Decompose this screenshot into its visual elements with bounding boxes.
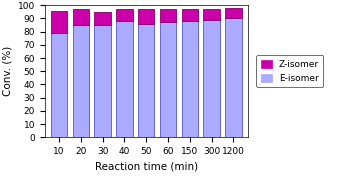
Bar [204, 20, 220, 137]
Bar [138, 24, 154, 137]
Bar [204, 9, 220, 20]
Bar [225, 18, 242, 137]
Bar [114, 137, 135, 139]
Bar [94, 12, 111, 25]
Bar [182, 9, 198, 21]
Bar [201, 137, 222, 139]
Bar [73, 9, 89, 25]
Bar [138, 9, 154, 24]
Bar [182, 21, 198, 137]
Bar [49, 137, 69, 139]
Legend: Z-isomer, E-isomer: Z-isomer, E-isomer [256, 55, 323, 87]
Bar [158, 137, 179, 139]
Bar [223, 137, 244, 139]
Bar [92, 137, 113, 139]
Y-axis label: Conv. (%): Conv. (%) [2, 46, 12, 96]
Bar [160, 22, 176, 137]
Bar [116, 21, 132, 137]
Bar [71, 137, 91, 139]
X-axis label: Reaction time (min): Reaction time (min) [95, 162, 198, 172]
Bar [225, 8, 242, 18]
Bar [94, 25, 111, 137]
Bar [160, 9, 176, 22]
Bar [51, 11, 67, 33]
Bar [51, 33, 67, 137]
Bar [73, 25, 89, 137]
Bar [136, 137, 157, 139]
Bar [116, 9, 132, 21]
Bar [180, 137, 200, 139]
